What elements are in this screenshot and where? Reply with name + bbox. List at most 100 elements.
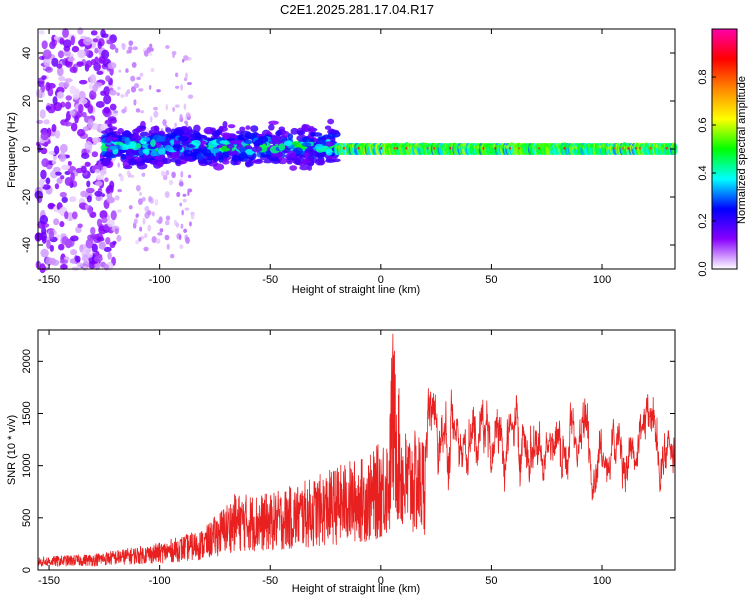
spectrogram-cell [183,103,187,110]
spectrogram-cell [323,141,335,147]
spectrogram-cell [146,210,152,216]
spectrogram-cell [185,236,190,244]
spectrogram-cell [64,211,69,220]
colorbar-gradient [711,28,738,270]
spectrogram-cell [96,70,104,75]
snr-y-label: SNR (10 * v/v) [6,415,18,485]
snr-y-ticks: 0 500 1000 1500 2000 [21,349,675,573]
spectrogram-cell [64,78,73,83]
spectrogram-cell [75,167,84,174]
spectrogram-cell [128,158,137,166]
spectrogram-cell [280,130,290,138]
spectrogram-cell [268,156,280,162]
spectrogram-cell [138,237,142,242]
spectrogram-cell [148,130,154,134]
spectrogram-cell [151,236,157,243]
spectrogram-cell [77,223,83,229]
spectrogram-y-label: Frequency (Hz) [6,112,18,188]
spectrogram-cell [90,30,98,36]
spectrogram-cell [107,62,117,70]
spectrogram-cell [187,94,194,99]
spectrogram-cell [128,40,134,46]
spectrogram-cell [329,129,340,135]
spectrogram-cell [221,159,230,165]
spectrogram-cell [41,75,47,80]
spectrogram-cell [94,190,103,197]
spectrogram-cell [128,205,133,210]
spectrogram-cell [175,222,179,228]
spectrogram-cell [126,49,130,54]
spectrogram-cell [120,93,125,99]
spectrogram-cell [83,36,92,46]
spectrogram-cell [65,95,72,101]
spectrogram-cell [179,202,183,207]
spectrogram-cell [133,83,140,89]
spectrogram-cell [286,160,293,165]
spectrogram-cell [182,198,187,203]
spectrogram-cell [121,153,127,160]
spectrogram-cell [222,150,230,158]
spectrogram-cell [69,66,77,73]
spectrogram-cell [172,143,183,152]
spectrogram-cell [60,263,68,270]
spectrogram-cell [61,236,69,246]
spectrogram-cell [182,193,187,197]
spectrogram-cell [183,228,188,234]
spectrogram-cell [191,139,201,146]
spectrogram-cell [162,119,167,126]
spectrogram-cell [52,96,58,106]
spectrogram-cell [106,39,114,45]
spectrogram-cell [150,139,156,147]
y-tick-label: -40 [21,237,33,253]
colorbar: 0.0 0.2 0.4 0.6 0.8 Normalized spectral ampl… [697,28,748,277]
spectrogram-cell [54,183,60,190]
spectrogram-cell [84,161,91,167]
spectrogram-cell [228,134,240,139]
spectrogram-cell [95,174,104,181]
colorbar-ticks: 0.0 0.2 0.4 0.6 0.8 [697,69,716,277]
spectrogram-cell [172,107,175,112]
snr-series-line [37,333,676,568]
spectrogram-cell [81,254,89,262]
spectrogram-cell [295,157,301,166]
spectrogram-cell [254,139,261,148]
spectrogram-cell [314,143,324,150]
spectrogram-cell [116,92,120,96]
spectrogram-cell [69,85,77,95]
spectrogram-cell [52,166,61,173]
spectrogram-cell [165,127,172,133]
spectrogram-cell [49,41,56,50]
spectrogram-cell [41,235,47,244]
spectrogram-cell [245,125,251,130]
spectrogram-cell [53,35,59,41]
spectrogram-cell [58,76,66,82]
spectrogram-cell [237,134,245,141]
spectrogram-cell [174,122,177,128]
spectrogram-cell [301,136,309,143]
spectrogram-cell [189,221,192,227]
spectrogram-cell [154,198,159,206]
spectrogram-cell [101,33,109,38]
spectrogram-cell [70,249,78,256]
spectrogram-cell [244,139,253,145]
spectrogram-cell [94,168,101,174]
spectrogram-cell [95,100,105,108]
spectrogram-cell [108,145,118,151]
spectrogram-cell [71,211,78,220]
spectrogram-cell [85,238,94,249]
spectrogram-cell [147,224,152,232]
spectrogram-cell [43,56,51,67]
spectrogram-cell [75,88,80,98]
spectrogram-cell [164,144,173,152]
spectrogram-cell [156,135,166,142]
spectrogram-cell [78,98,88,105]
spectrogram-cell [139,192,143,196]
spectrogram-cell [55,171,62,176]
spectrogram-cell [54,145,60,155]
spectrogram-cell [62,28,70,38]
spectrogram-cell [41,158,49,168]
spectrogram-cell [77,27,84,35]
spectrogram-cell [85,60,93,68]
spectrogram-cell [268,120,279,125]
